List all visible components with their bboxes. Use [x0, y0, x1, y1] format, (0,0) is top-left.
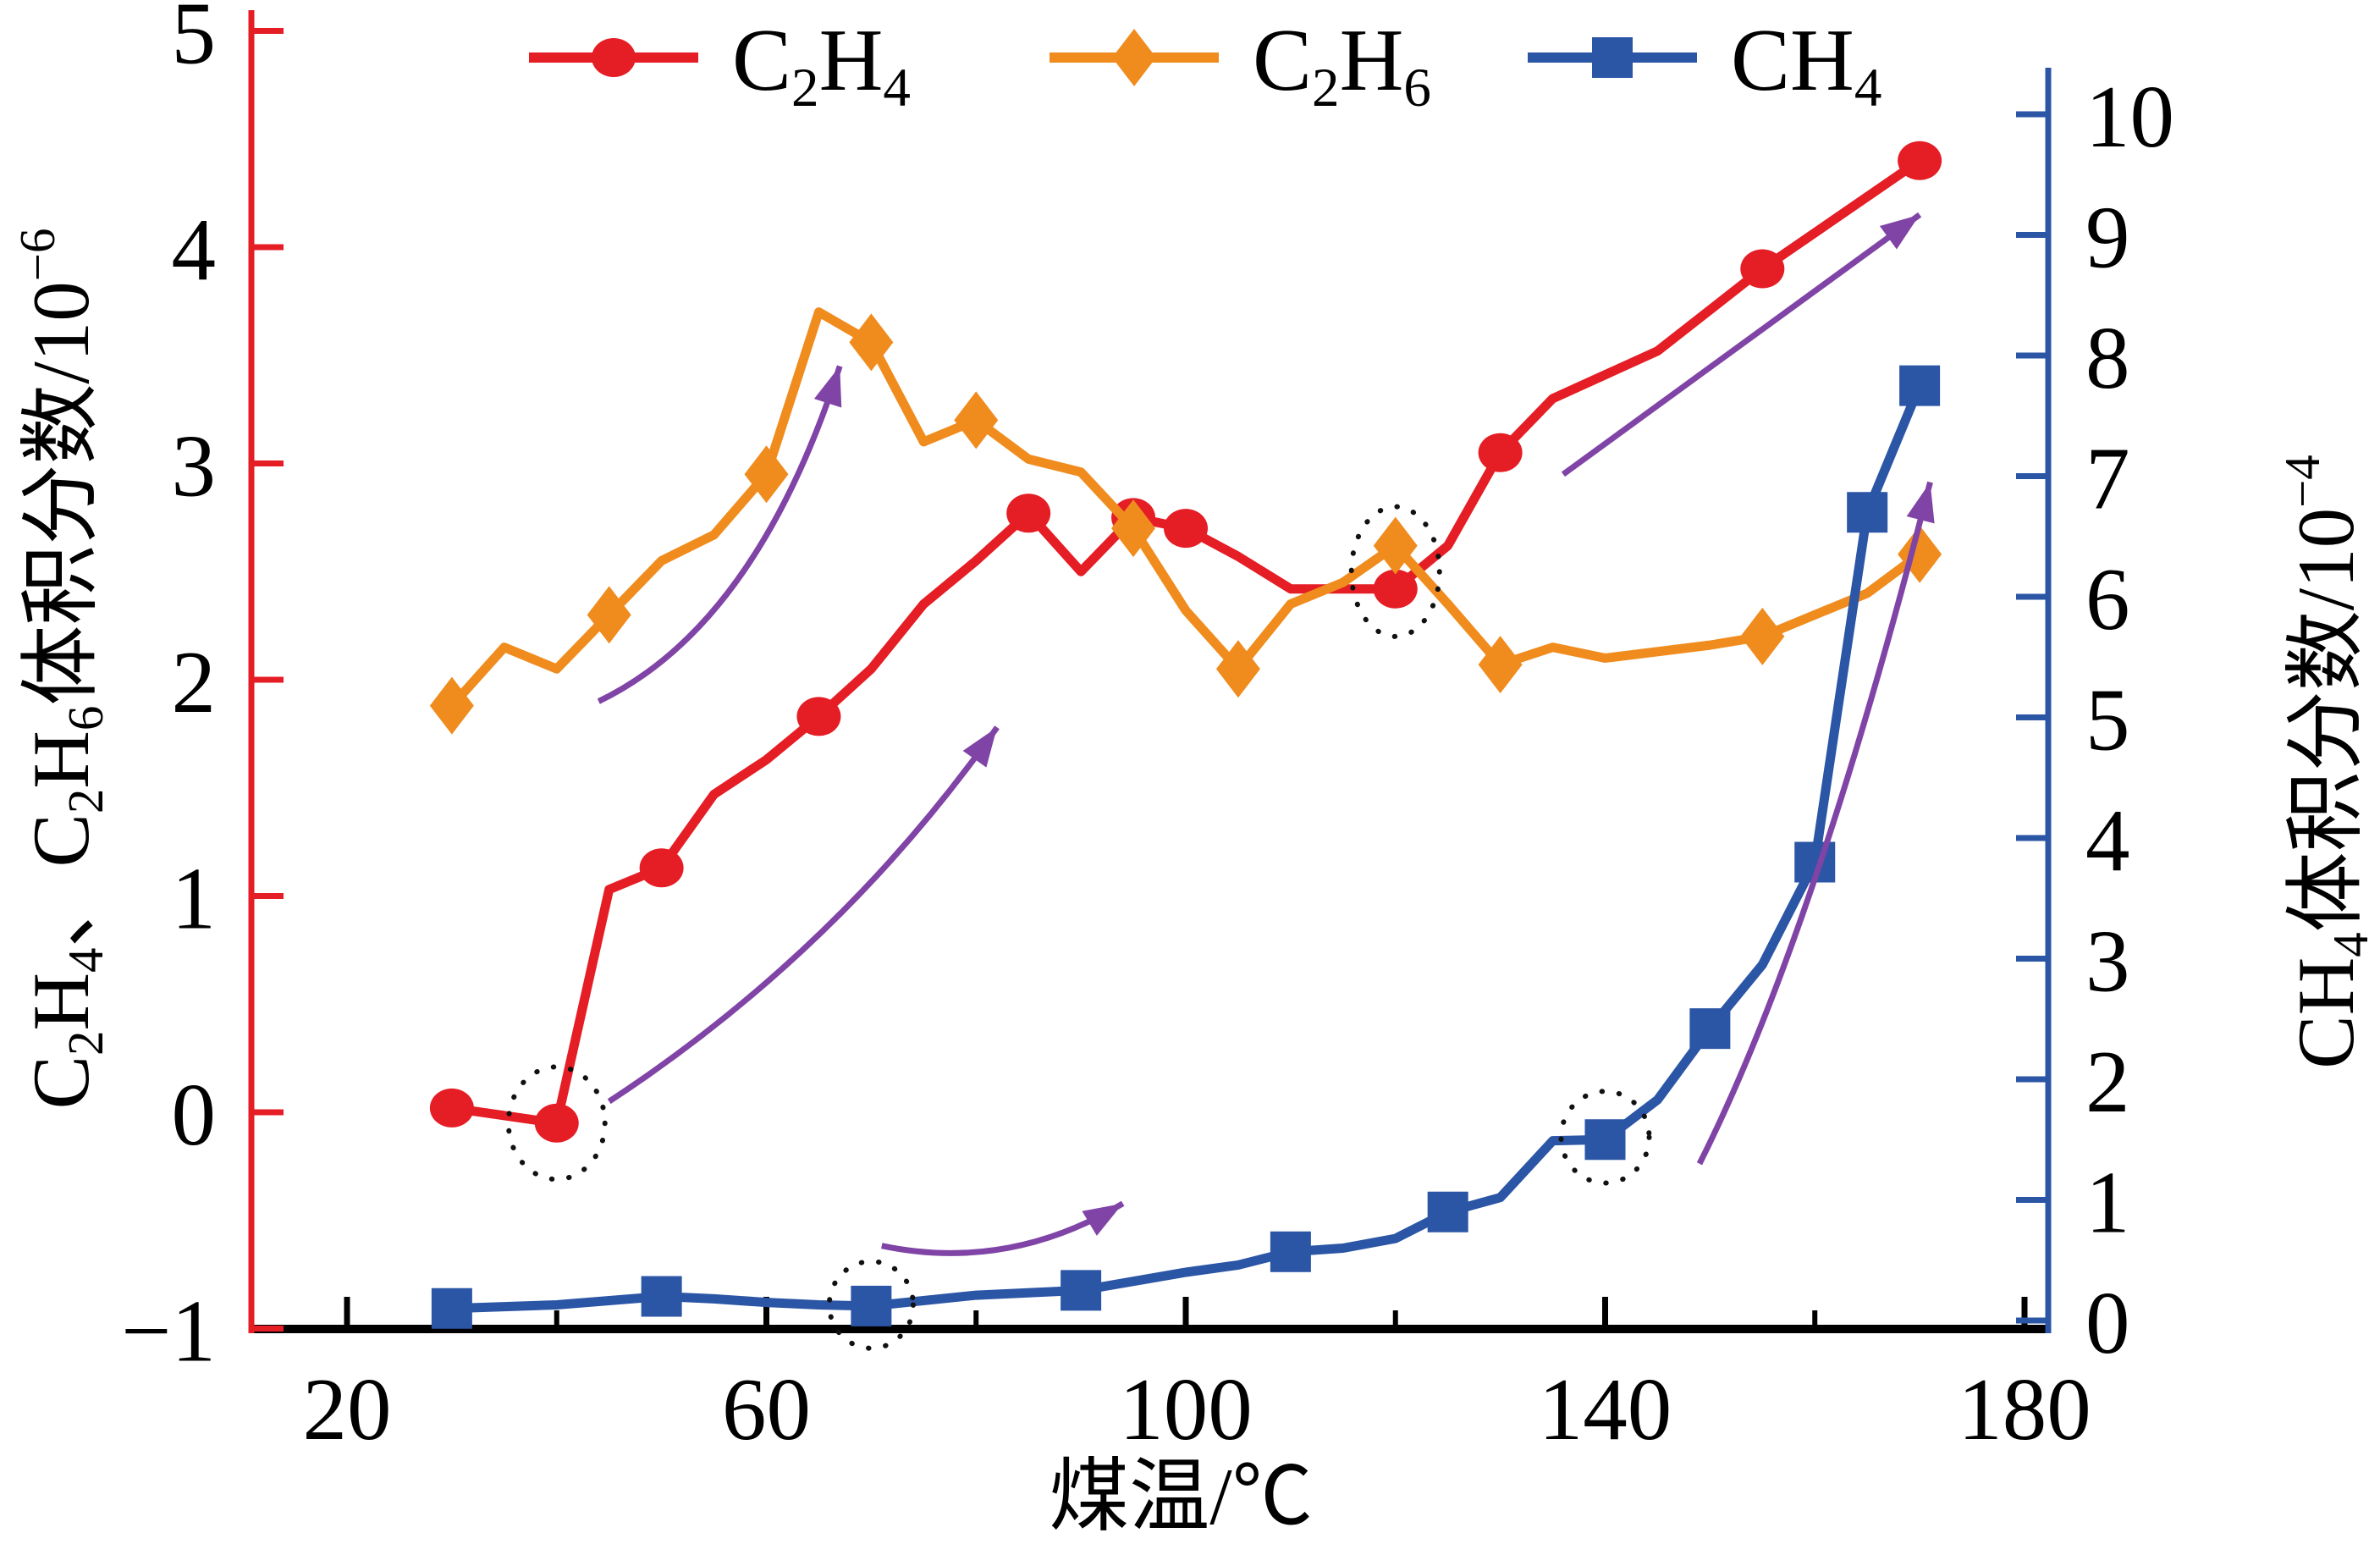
legend-marker-c2h4-icon [592, 38, 636, 77]
data-point-c2h6-30 [429, 676, 474, 735]
y-right-tick-label: 10 [2085, 67, 2174, 166]
data-point-c2h4-30 [429, 1088, 474, 1128]
y-left-tick-label: −1 [121, 1282, 216, 1381]
y-left-tick-label: 0 [172, 1065, 217, 1164]
data-point-ch4-110 [1270, 1231, 1311, 1272]
data-point-ch4-125 [1427, 1191, 1468, 1232]
x-tick-label: 60 [722, 1359, 811, 1459]
legend-item-c2h6: C2​H6​ [1050, 10, 1431, 119]
data-point-ch4-140 [1584, 1119, 1626, 1161]
y-right-tick-label: 0 [2085, 1273, 2130, 1372]
y-axis-right-ticks: 0 1 2 3 4 5 6 7 8 9 10 [2016, 67, 2174, 1372]
legend-marker-c2h6-icon [1112, 29, 1156, 86]
legend-label-ch4: CH4​ [1731, 10, 1881, 119]
series-ch4 [431, 365, 1941, 1329]
legend-item-ch4: CH4​ [1528, 10, 1881, 119]
y-axis-left-title: C2​H4​、C2​H6​体积分数/10−6​ [10, 229, 113, 1110]
y-left-tick-label: 5 [172, 0, 217, 83]
x-tick-label: 180 [1958, 1359, 2091, 1459]
data-point-ch4-50 [641, 1276, 682, 1317]
data-point-ch4-30 [431, 1288, 472, 1329]
data-point-c2h4-65 [796, 697, 841, 736]
data-point-c2h6-70 [849, 313, 894, 372]
data-point-c2h4-40 [534, 1103, 579, 1143]
data-point-c2h6-60 [744, 445, 789, 504]
series-c2h4 [429, 141, 1942, 1143]
data-point-c2h6-80 [954, 391, 999, 449]
critical-point-circles [505, 504, 1652, 1351]
y-right-tick-label: 7 [2085, 429, 2130, 528]
critical-ch4-70-dotted-circle [826, 1259, 916, 1351]
arrow-c2h6-rise-line [597, 365, 843, 704]
data-point-c2h4-50 [639, 848, 684, 888]
data-point-c2h4-120 [1373, 569, 1418, 609]
y-left-tick-label: 1 [172, 849, 217, 948]
data-point-c2h6-105 [1215, 640, 1260, 698]
arrow-c2h4-rise-head-icon [962, 727, 998, 768]
data-point-c2h6-120 [1373, 516, 1418, 575]
data-point-ch4-150 [1689, 1008, 1731, 1050]
critical-c2h4-120-dotted-circle [1348, 504, 1442, 639]
y-right-tick-label: 3 [2085, 912, 2130, 1011]
x-axis-ticks: 20 60 100 140 180 [303, 1297, 2091, 1459]
y-left-tick-label: 2 [172, 632, 217, 731]
series-c2h6 [429, 307, 1942, 735]
y-right-tick-label: 9 [2085, 188, 2130, 287]
x-axis-title: 煤温/℃ [1049, 1452, 1312, 1541]
arrow-c2h4-top-head-icon [1879, 214, 1920, 250]
data-point-ch4-90 [1061, 1270, 1102, 1311]
arrow-ch4-steep-line [1696, 481, 1933, 1166]
y-right-tick-label: 5 [2085, 670, 2130, 769]
y-right-tick-label: 8 [2085, 308, 2130, 407]
critical-c2h4-40-dotted-circle [505, 1064, 608, 1183]
data-point-c2h6-130 [1478, 636, 1523, 694]
data-point-c2h6-155 [1740, 607, 1785, 665]
y-right-tick-label: 2 [2085, 1032, 2130, 1131]
data-point-ch4-170 [1899, 365, 1941, 406]
data-point-c2h6-95 [1111, 499, 1156, 558]
y-left-tick-label: 3 [172, 416, 217, 516]
data-point-c2h4-155 [1740, 249, 1785, 289]
arrow-c2h4-rise-line [607, 725, 1000, 1105]
data-point-c2h4-100 [1164, 509, 1208, 549]
critical-ch4-140-dotted-circle [1558, 1089, 1652, 1186]
x-axis-title-text: 煤温/℃ [1049, 1452, 1312, 1541]
data-point-c2h6-45 [587, 586, 631, 644]
arrow-ch4-flat-head-icon [1082, 1203, 1123, 1236]
legend-item-c2h4: C2​H4​ [529, 10, 911, 119]
arrow-ch4-steep-head-icon [1906, 482, 1935, 524]
legend-marker-ch4-icon [1592, 37, 1633, 78]
legend-label-c2h6: C2​H6​ [1253, 10, 1431, 119]
x-tick-label: 20 [303, 1359, 392, 1459]
data-point-ch4-70 [851, 1285, 892, 1326]
data-point-ch4-165 [1847, 492, 1888, 533]
trend-arrows [597, 212, 1935, 1256]
y-left-tick-label: 4 [172, 200, 217, 299]
legend: C2​H4​ C2​H6​ CH4​ [529, 10, 1881, 119]
x-tick-label: 100 [1119, 1359, 1253, 1459]
arrow-c2h4-top-line [1561, 212, 1922, 477]
y-axis-right-title-text: CH4​体积分数/10−4​ [2275, 455, 2378, 1069]
legend-label-c2h4: C2​H4​ [732, 10, 911, 119]
y-axis-left-ticks: −1 0 1 2 3 4 5 [121, 0, 284, 1381]
y-axis-left-title-text: C2​H4​、C2​H6​体积分数/10−6​ [10, 229, 113, 1110]
y-axis-right-title: CH4​体积分数/10−4​ [2275, 455, 2378, 1069]
data-point-c2h4-85 [1006, 494, 1051, 533]
data-point-c2h4-130 [1478, 433, 1523, 472]
y-right-tick-label: 1 [2085, 1153, 2130, 1252]
arrow-c2h6-rise-head-icon [813, 366, 842, 408]
y-right-tick-label: 4 [2085, 791, 2130, 890]
y-right-tick-label: 6 [2085, 549, 2130, 648]
data-point-c2h4-170 [1898, 141, 1942, 180]
x-tick-label: 140 [1539, 1359, 1672, 1459]
